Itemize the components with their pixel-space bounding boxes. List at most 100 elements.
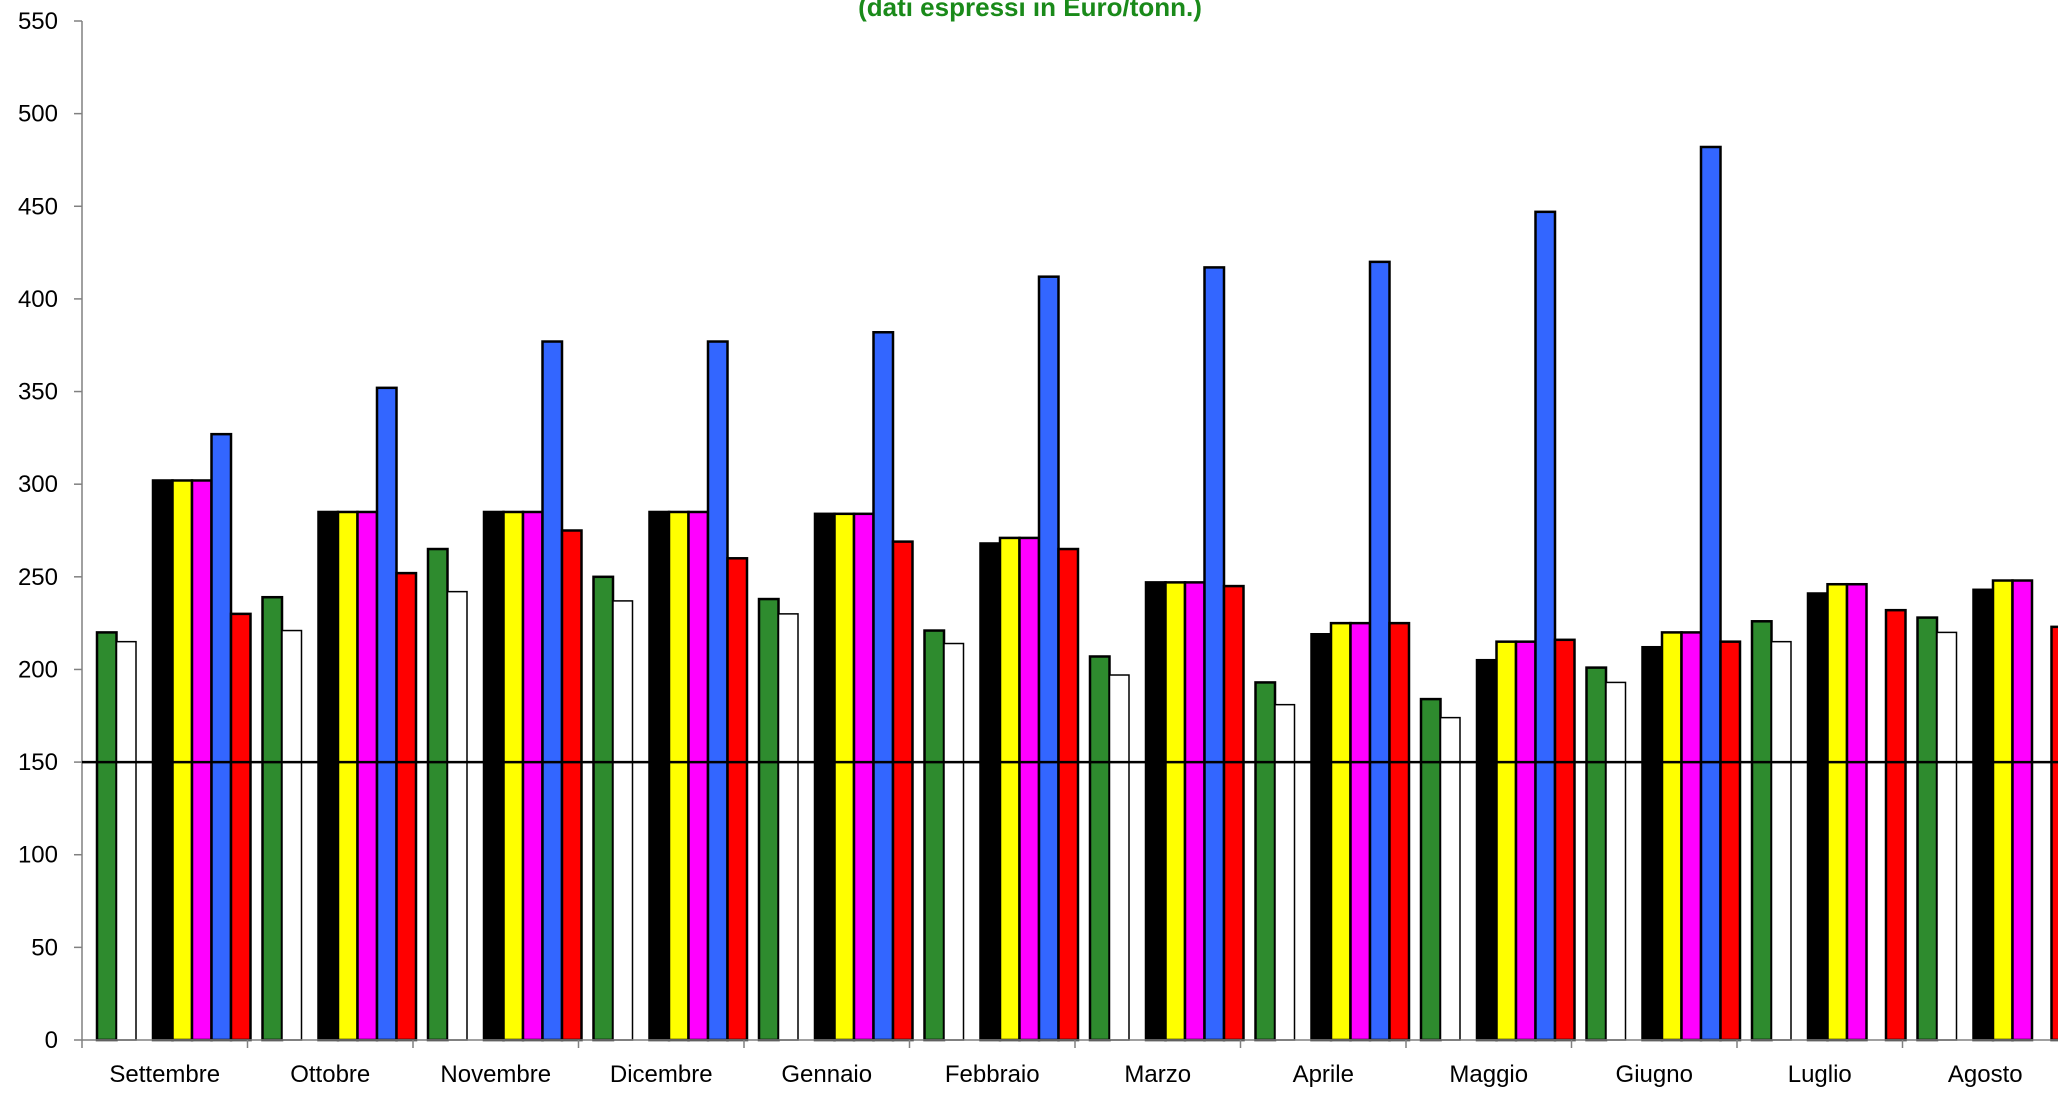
bar-giugno-series-3	[1643, 647, 1663, 1040]
bar-giugno-series-6	[1701, 147, 1721, 1040]
bar-marzo-series-7	[1224, 586, 1244, 1040]
bar-novembre-series-5	[523, 512, 543, 1040]
bar-agosto-series-3	[1974, 590, 1994, 1040]
bar-ottobre-series-7	[397, 573, 417, 1040]
bar-gennaio-series-1	[759, 599, 779, 1040]
chart-title: (dati espressi in Euro/tonn.)	[858, 0, 1202, 22]
bar-agosto-series-5	[2013, 581, 2033, 1040]
x-category-label: Gennaio	[781, 1061, 872, 1088]
bar-marzo-series-1	[1090, 656, 1110, 1040]
bar-aprile-series-3	[1312, 634, 1332, 1040]
bar-marzo-series-3	[1146, 582, 1166, 1040]
x-category-label: Novembre	[440, 1061, 551, 1088]
bar-marzo-series-5	[1185, 582, 1205, 1040]
bar-gennaio-series-7	[893, 542, 913, 1040]
bar-gennaio-series-5	[854, 514, 874, 1040]
bar-dicembre-series-4	[669, 512, 689, 1040]
bar-maggio-series-1	[1421, 699, 1441, 1040]
y-tick-label: 250	[18, 564, 58, 591]
bar-giugno-series-1	[1587, 668, 1607, 1040]
bar-settembre-series-4	[173, 480, 193, 1040]
x-category-label: Dicembre	[610, 1061, 713, 1088]
x-axis: Settembre Ottobre Novembre Dicembre Gennaio F…	[82, 1040, 2058, 1088]
bar-luglio-series-5	[1847, 584, 1867, 1040]
x-category-label: Aprile	[1293, 1061, 1354, 1088]
bar-giugno-series-7	[1721, 642, 1741, 1040]
bar-settembre-series-1	[97, 632, 117, 1040]
bar-ottobre-series-3	[319, 512, 339, 1040]
bar-dicembre-series-1	[594, 577, 614, 1040]
bar-dicembre-series-3	[650, 512, 670, 1040]
bar-ottobre-series-5	[358, 512, 378, 1040]
bar-maggio-series-5	[1516, 642, 1536, 1040]
bar-aprile-series-7	[1390, 623, 1410, 1040]
x-category-label: Maggio	[1449, 1061, 1528, 1088]
bar-aprile-series-4	[1331, 623, 1351, 1040]
bar-giugno-series-5	[1682, 632, 1702, 1040]
bar-luglio-series-4	[1828, 584, 1848, 1040]
bar-agosto-series-4	[1993, 581, 2013, 1040]
bar-settembre-series-6	[212, 434, 232, 1040]
bar-gennaio-series-3	[815, 514, 835, 1040]
y-tick-label: 0	[45, 1027, 58, 1054]
bars	[97, 147, 2058, 1040]
bar-gennaio-series-2	[779, 614, 799, 1040]
bar-luglio-series-1	[1752, 621, 1772, 1040]
bar-maggio-series-2	[1441, 718, 1461, 1040]
bar-giugno-series-2	[1606, 682, 1626, 1040]
bar-settembre-series-2	[117, 642, 137, 1040]
bar-luglio-series-3	[1808, 593, 1828, 1040]
bar-settembre-series-7	[231, 614, 251, 1040]
y-tick-label: 200	[18, 656, 58, 683]
y-tick-label: 400	[18, 286, 58, 313]
bar-febbraio-series-6	[1039, 277, 1059, 1040]
x-category-label: Marzo	[1124, 1061, 1191, 1088]
bar-maggio-series-7	[1555, 640, 1575, 1040]
bar-agosto-series-1	[1918, 618, 1938, 1040]
bar-novembre-series-2	[448, 592, 468, 1040]
y-tick-label: 500	[18, 101, 58, 128]
bar-gennaio-series-6	[874, 332, 894, 1040]
bar-ottobre-series-4	[338, 512, 358, 1040]
bar-novembre-series-4	[504, 512, 524, 1040]
bar-agosto-series-7	[2052, 627, 2058, 1040]
y-tick-label: 550	[18, 8, 58, 35]
bar-giugno-series-4	[1662, 632, 1682, 1040]
bar-agosto-series-2	[1937, 632, 1957, 1040]
bar-luglio-series-7	[1886, 610, 1906, 1040]
bar-ottobre-series-6	[377, 388, 397, 1040]
x-category-label: Luglio	[1788, 1061, 1852, 1088]
bar-dicembre-series-7	[728, 558, 748, 1040]
bar-maggio-series-6	[1536, 212, 1556, 1040]
y-tick-label: 100	[18, 842, 58, 869]
bar-novembre-series-6	[543, 342, 563, 1040]
y-tick-label: 300	[18, 471, 58, 498]
bar-luglio-series-2	[1772, 642, 1792, 1040]
bar-marzo-series-6	[1205, 267, 1225, 1040]
y-tick-label: 450	[18, 193, 58, 220]
bar-novembre-series-1	[428, 549, 448, 1040]
x-category-label: Febbraio	[945, 1061, 1040, 1088]
bar-dicembre-series-5	[689, 512, 709, 1040]
bar-febbraio-series-4	[1000, 538, 1020, 1040]
bar-febbraio-series-3	[981, 543, 1001, 1040]
y-tick-label: 50	[31, 934, 58, 961]
bar-febbraio-series-7	[1059, 549, 1079, 1040]
bar-dicembre-series-6	[708, 342, 728, 1040]
bar-settembre-series-5	[192, 480, 212, 1040]
bar-maggio-series-4	[1497, 642, 1517, 1040]
x-category-label: Ottobre	[290, 1061, 370, 1088]
bar-febbraio-series-2	[944, 644, 964, 1040]
bar-ottobre-series-2	[282, 631, 302, 1040]
bar-novembre-series-7	[562, 531, 582, 1041]
bar-aprile-series-6	[1370, 262, 1390, 1040]
y-tick-label: 350	[18, 379, 58, 406]
x-category-label: Settembre	[109, 1061, 220, 1088]
bar-marzo-series-4	[1166, 582, 1186, 1040]
bar-dicembre-series-2	[613, 601, 633, 1040]
bar-novembre-series-3	[484, 512, 504, 1040]
bar-febbraio-series-5	[1020, 538, 1040, 1040]
bar-febbraio-series-1	[925, 631, 945, 1040]
